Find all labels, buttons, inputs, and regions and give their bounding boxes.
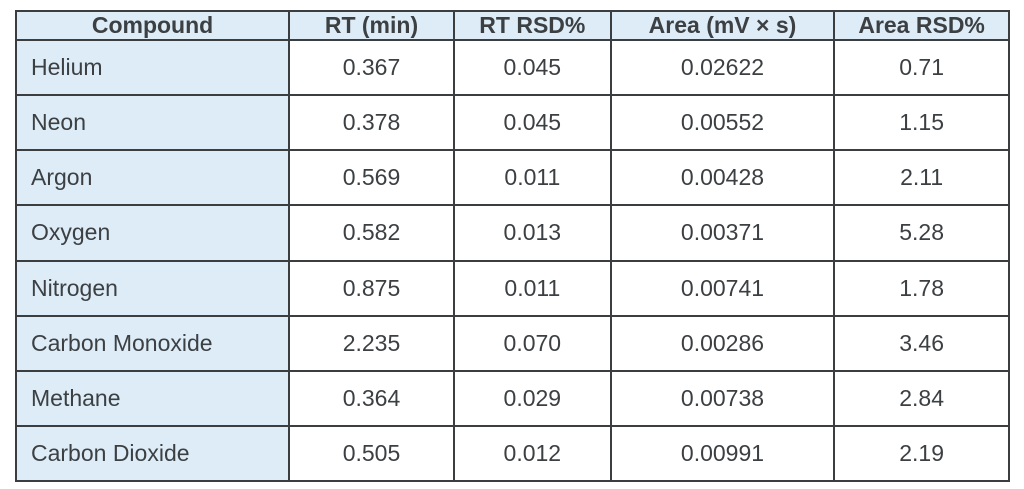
column-header-0: Compound: [14, 10, 291, 41]
value-cell: 0.875: [288, 259, 455, 317]
compound-name-cell: Nitrogen: [14, 259, 291, 317]
value-cell: 1.15: [833, 94, 1010, 152]
compound-name-cell: Neon: [14, 94, 291, 152]
table-row: Nitrogen 0.875 0.011 0.00741 1.78: [14, 259, 1010, 317]
table-header-row: Compound RT (min) RT RSD% Area (mV × s) Area…: [14, 10, 1010, 41]
value-cell: 0.00991: [609, 424, 836, 483]
value-cell: 0.011: [452, 149, 612, 207]
value-cell: 2.84: [833, 369, 1010, 427]
value-cell: 0.00371: [609, 204, 836, 262]
table-row: Carbon Monoxide 2.235 0.070 0.00286 3.46: [14, 314, 1010, 372]
table-row: Argon 0.569 0.011 0.00428 2.11: [14, 149, 1010, 207]
value-cell: 0.011: [452, 259, 612, 317]
value-cell: 0.378: [288, 94, 455, 152]
value-cell: 0.02622: [609, 38, 836, 97]
compound-name-cell: Carbon Monoxide: [14, 314, 291, 372]
table-row: Neon 0.378 0.045 0.00552 1.15: [14, 94, 1010, 152]
value-cell: 0.00741: [609, 259, 836, 317]
value-cell: 0.070: [452, 314, 612, 372]
value-cell: 0.045: [452, 38, 612, 97]
value-cell: 0.505: [288, 424, 455, 483]
value-cell: 0.029: [452, 369, 612, 427]
value-cell: 3.46: [833, 314, 1010, 372]
value-cell: 2.235: [288, 314, 455, 372]
table-row: Carbon Dioxide 0.505 0.012 0.00991 2.19: [14, 424, 1010, 483]
value-cell: 0.582: [288, 204, 455, 262]
value-cell: 0.00286: [609, 314, 836, 372]
value-cell: 2.11: [833, 149, 1010, 207]
value-cell: 5.28: [833, 204, 1010, 262]
value-cell: 0.00552: [609, 94, 836, 152]
value-cell: 0.71: [833, 38, 1010, 97]
value-cell: 2.19: [833, 424, 1010, 483]
compound-name-cell: Oxygen: [14, 204, 291, 262]
column-header-4: Area RSD%: [833, 10, 1010, 41]
value-cell: 0.012: [452, 424, 612, 483]
compound-name-cell: Argon: [14, 149, 291, 207]
value-cell: 0.013: [452, 204, 612, 262]
value-cell: 0.045: [452, 94, 612, 152]
compound-data-table-container: Compound RT (min) RT RSD% Area (mV × s) Area…: [14, 10, 1010, 483]
compound-data-table: Compound RT (min) RT RSD% Area (mV × s) Area…: [14, 10, 1010, 483]
compound-name-cell: Helium: [14, 38, 291, 97]
table-row: Helium 0.367 0.045 0.02622 0.71: [14, 38, 1010, 97]
value-cell: 0.364: [288, 369, 455, 427]
table-row: Methane 0.364 0.029 0.00738 2.84: [14, 369, 1010, 427]
value-cell: 0.569: [288, 149, 455, 207]
table-row: Oxygen 0.582 0.013 0.00371 5.28: [14, 204, 1010, 262]
value-cell: 0.00428: [609, 149, 836, 207]
value-cell: 1.78: [833, 259, 1010, 317]
column-header-3: Area (mV × s): [609, 10, 836, 41]
table-body: Helium 0.367 0.045 0.02622 0.71 Neon 0.378 0.04…: [14, 38, 1010, 483]
value-cell: 0.00738: [609, 369, 836, 427]
compound-name-cell: Carbon Dioxide: [14, 424, 291, 483]
column-header-1: RT (min): [288, 10, 455, 41]
compound-name-cell: Methane: [14, 369, 291, 427]
column-header-2: RT RSD%: [452, 10, 612, 41]
value-cell: 0.367: [288, 38, 455, 97]
